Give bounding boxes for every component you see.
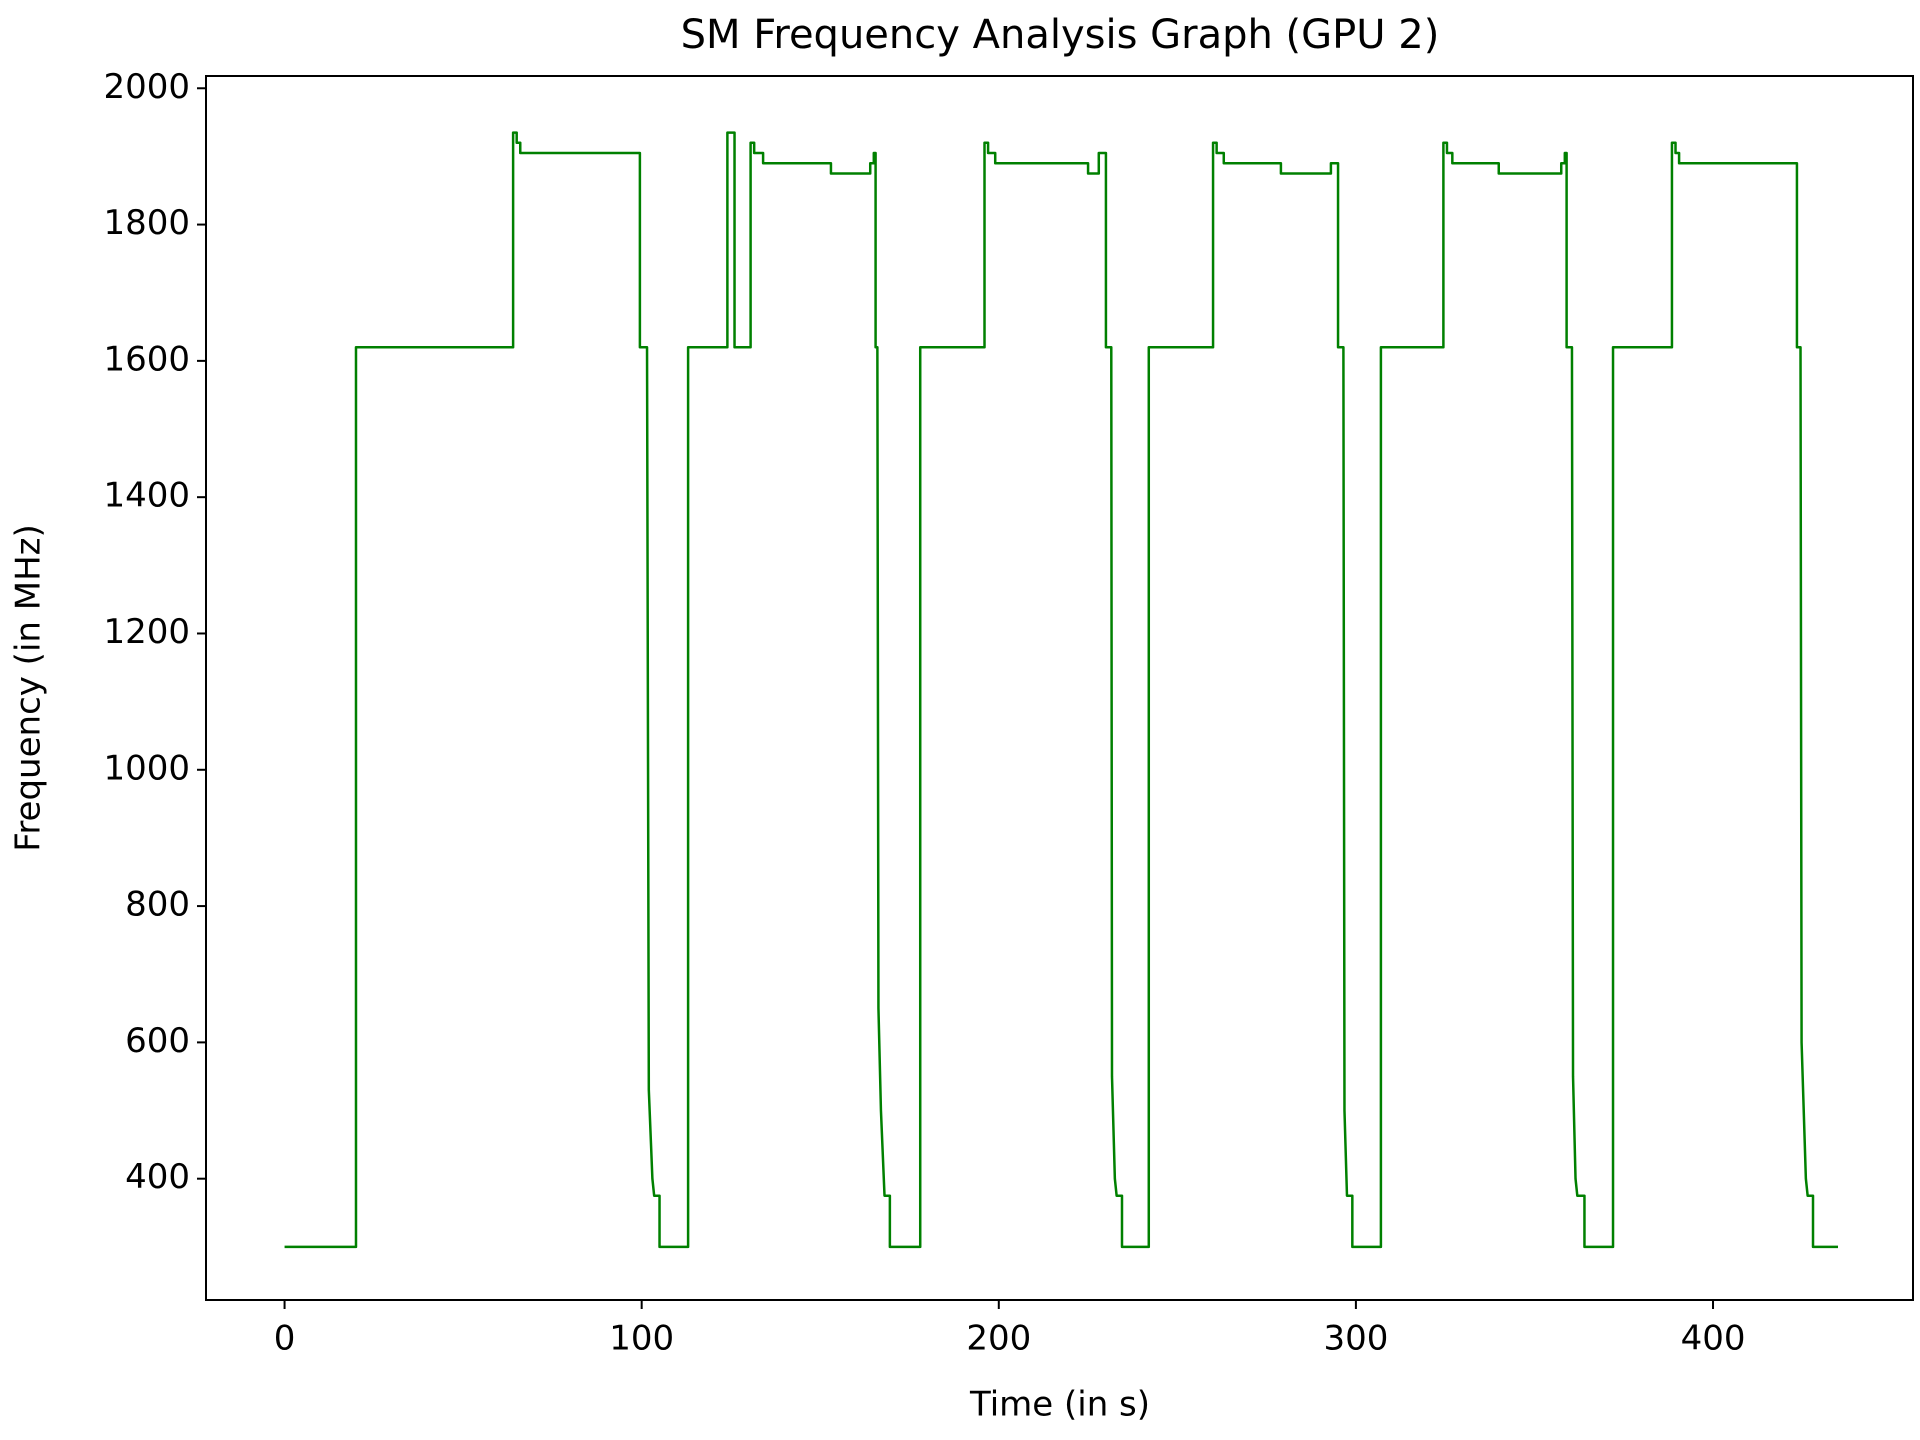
y-tick-label: 400: [125, 1157, 190, 1197]
y-tick-label: 1400: [103, 476, 190, 516]
x-tick-label: 200: [966, 1319, 1031, 1359]
y-tick-label: 1800: [103, 203, 190, 243]
x-tick-label: 0: [274, 1319, 296, 1359]
plot-frame: [205, 75, 1914, 1301]
y-tick-label: 2000: [103, 67, 190, 107]
y-axis-label: Frequency (in MHz): [9, 524, 49, 852]
x-axis-label: Time (in s): [969, 1385, 1150, 1425]
chart-title: SM Frequency Analysis Graph (GPU 2): [681, 12, 1440, 58]
y-tick-label: 1200: [103, 612, 190, 652]
x-tick-label: 400: [1681, 1319, 1746, 1359]
y-tick-label: 800: [125, 885, 190, 925]
y-tick-label: 600: [125, 1021, 190, 1061]
y-tick-label: 1600: [103, 339, 190, 379]
y-tick-label: 1000: [103, 748, 190, 788]
x-tick-label: 300: [1323, 1319, 1388, 1359]
x-tick-label: 100: [609, 1319, 674, 1359]
line-series: [284, 131, 1839, 1249]
